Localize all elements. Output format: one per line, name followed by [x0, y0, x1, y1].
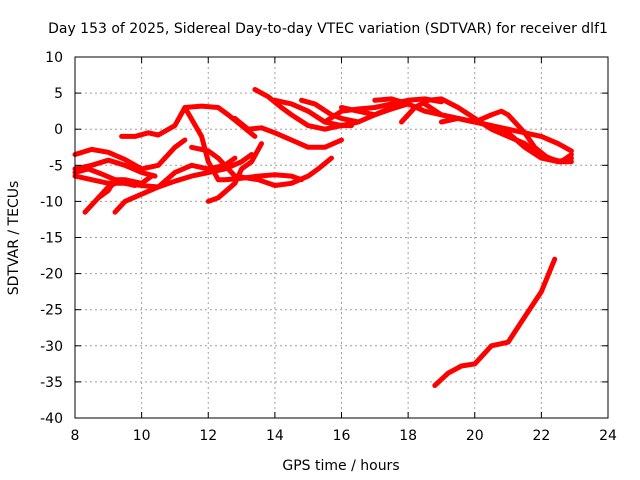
x-tick-label: 22	[532, 428, 550, 444]
x-tick-label: 12	[199, 428, 217, 444]
series-line-arc-10	[189, 144, 334, 188]
y-tick-label: -20	[40, 267, 63, 283]
series-line-arc-22	[432, 256, 558, 388]
series-line-arc-6	[95, 173, 155, 201]
y-tick-label: -15	[40, 231, 63, 247]
x-tick-label: 10	[133, 428, 151, 444]
x-axis-title: GPS time / hours	[282, 458, 399, 474]
y-tick-label: -30	[40, 339, 63, 355]
chart-title: Day 153 of 2025, Sidereal Day-to-day VTE…	[48, 21, 608, 37]
series-line-arc-17	[339, 101, 411, 118]
series-line-arc-12	[232, 115, 344, 150]
y-tick-label: -5	[49, 158, 63, 174]
y-tick-label: -40	[40, 411, 63, 427]
series-line-arc-4	[72, 166, 138, 188]
series-layer	[72, 87, 574, 388]
series-line-arc-1	[72, 137, 188, 172]
y-tick-label: -25	[40, 303, 63, 319]
series-line-arc-16	[322, 96, 444, 125]
y-tick-label: -10	[40, 194, 63, 210]
x-tick-label: 8	[71, 428, 80, 444]
series-line-arc-11	[205, 141, 264, 204]
series-line-arc-21	[438, 108, 574, 165]
x-tick-label: 16	[333, 428, 351, 444]
x-tick-label: 20	[466, 428, 484, 444]
series-line-arc-7	[112, 155, 238, 215]
series-line-arc-2	[72, 157, 158, 179]
x-tick-label: 14	[266, 428, 284, 444]
y-tick-label: 5	[54, 86, 63, 102]
x-tick-label: 24	[599, 428, 617, 444]
y-tick-label: 10	[45, 50, 63, 66]
y-axis-title: SDTVAR / TECUs	[6, 181, 22, 296]
x-tick-label: 18	[399, 428, 417, 444]
y-tick-label: 0	[54, 122, 63, 138]
tick-layer: 8 10 12 14 16 18 20 22 24 -40 -35 -30 -25 -20 -15 -10 -5…	[40, 50, 617, 444]
y-tick-label: -35	[40, 375, 63, 391]
series-line-arc-14	[272, 97, 354, 129]
